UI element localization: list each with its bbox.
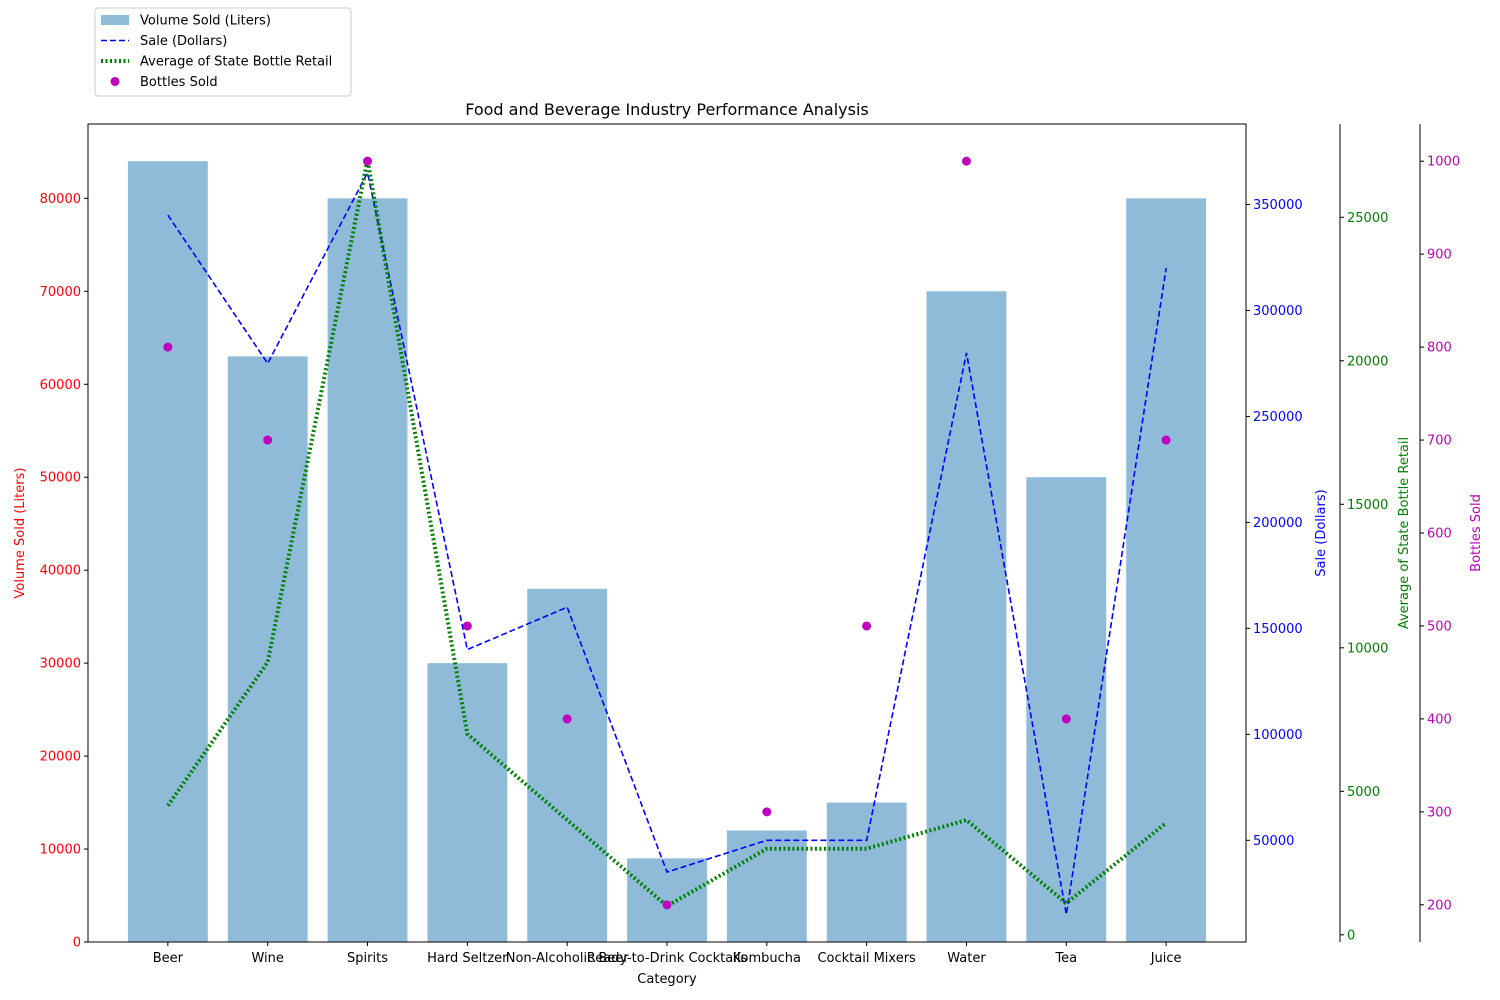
legend: Volume Sold (Liters) Sale (Dollars) Averag… (94, 7, 352, 97)
bottles-point (862, 621, 872, 631)
y-tick-label: 300 (1427, 805, 1452, 820)
y-tick-label: 400 (1427, 712, 1452, 727)
bottles-point (961, 156, 971, 166)
y-tick-label: 0 (73, 936, 81, 951)
chart-title: Food and Beverage Industry Performance A… (465, 100, 869, 119)
bar-beer (127, 161, 208, 942)
bar-tea (1026, 477, 1107, 942)
volume-bars (127, 161, 1207, 942)
y-tick-label: 20000 (40, 750, 81, 765)
bar-hard-seltzer (427, 663, 508, 942)
y-tick-label: 50000 (40, 471, 81, 486)
y-tick-label: 15000 (1347, 498, 1388, 513)
x-tick-label: Spirits (347, 951, 388, 966)
y-tick-label: 60000 (40, 378, 81, 393)
y-tick-label: 150000 (1253, 622, 1303, 637)
x-tick-label: Non-Alcoholic Beer (506, 951, 630, 966)
x-tick-label: Ready-to-Drink Cocktails (587, 951, 748, 966)
y-tick-label: 10000 (1347, 641, 1388, 656)
bar-non-alcoholic-beer (527, 588, 608, 942)
y-tick-label: 80000 (40, 192, 81, 207)
x-tick-label: Hard Seltzer (427, 951, 508, 966)
x-tick-label: Cocktail Mixers (817, 951, 916, 966)
y-tick-label: 250000 (1253, 410, 1303, 425)
bottles-point (762, 807, 772, 817)
bar-cocktail-mixers (826, 802, 907, 942)
y-tick-label: 50000 (1253, 834, 1294, 849)
y-tick-label: 100000 (1253, 728, 1303, 743)
y-tick-label: 500 (1427, 619, 1452, 634)
bottles-point (163, 342, 173, 352)
y-tick-label: 30000 (40, 657, 81, 672)
bottles-points (163, 156, 1171, 910)
sale-dollars-line (167, 170, 1167, 915)
legend-label: Average of State Bottle Retail (140, 55, 332, 70)
y-tick-label: 5000 (1347, 785, 1380, 800)
y-axis-label: Sale (Dollars) (1314, 489, 1329, 576)
legend-swatch-bar (101, 15, 129, 25)
x-tick-label: Beer (153, 951, 184, 966)
y-tick-label: 700 (1427, 434, 1452, 449)
legend-label: Bottles Sold (140, 75, 218, 90)
x-tick-label: Wine (251, 951, 283, 966)
y-tick-label: 25000 (1347, 211, 1388, 226)
series-lines (166, 159, 1168, 915)
bottles-point (562, 714, 572, 724)
x-tick-label: Kombucha (733, 951, 801, 966)
y-tick-label: 350000 (1253, 198, 1303, 213)
bottles-point (1161, 435, 1171, 445)
y-tick-label: 200000 (1253, 516, 1303, 531)
y-axis-label: Volume Sold (Liters) (13, 468, 28, 599)
y-axis-label: Average of State Bottle Retail (1397, 437, 1412, 629)
bottles-point (662, 900, 672, 910)
x-tick-label: Juice (1150, 951, 1182, 966)
y-tick-label: 70000 (40, 285, 81, 300)
legend-label: Sale (Dollars) (140, 34, 227, 49)
bottles-point (462, 621, 472, 631)
axes: Beer Wine Spirits Hard SeltzerNon-Alcoholic… (13, 124, 1484, 966)
avg-bottle-retail-line (166, 159, 1168, 909)
bar-juice (1126, 198, 1207, 942)
y-tick-label: 40000 (40, 564, 81, 579)
legend-label: Volume Sold (Liters) (140, 14, 271, 29)
y-tick-label: 600 (1427, 527, 1452, 542)
x-axis-label: Category (637, 972, 697, 987)
legend-box (94, 7, 352, 97)
y-tick-label: 0 (1347, 928, 1355, 943)
y-tick-label: 200 (1427, 898, 1452, 913)
bar-wine (227, 356, 308, 942)
bottles-point (263, 435, 273, 445)
y-tick-label: 800 (1427, 341, 1452, 356)
legend-swatch-point (110, 77, 120, 86)
y-tick-label: 300000 (1253, 304, 1303, 319)
y-tick-label: 900 (1427, 248, 1452, 263)
y-axis-label: Bottles Sold (1469, 494, 1484, 572)
x-tick-label: Water (947, 951, 986, 966)
y-tick-label: 20000 (1347, 354, 1388, 369)
bottles-point (1061, 714, 1071, 724)
x-tick-label: Tea (1054, 951, 1077, 966)
bar-water (926, 291, 1007, 942)
y-tick-label: 1000 (1427, 155, 1460, 170)
y-tick-label: 10000 (40, 843, 81, 858)
bottles-point (363, 156, 373, 166)
